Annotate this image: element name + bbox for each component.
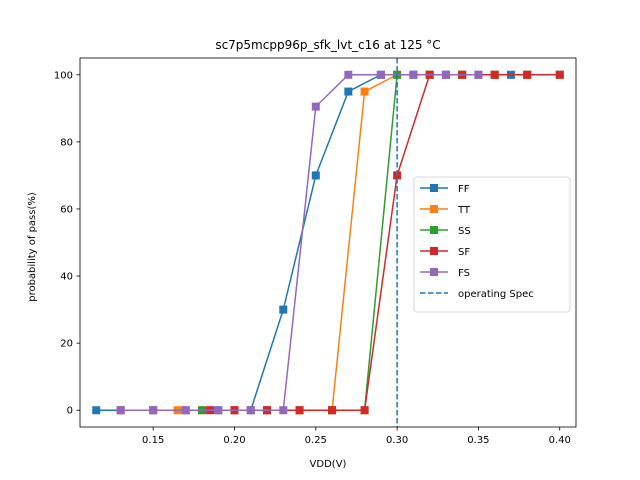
data-point-fs [376, 70, 385, 79]
y-tick-label: 20 [60, 339, 73, 350]
legend-marker-sf [430, 247, 438, 255]
legend-label-sf: SF [458, 247, 470, 258]
data-point-fs [181, 406, 190, 415]
y-tick-label: 0 [67, 406, 73, 417]
data-point-fs [149, 406, 158, 415]
legend-label-tt: TT [457, 205, 471, 216]
data-point-fs [311, 102, 320, 111]
data-point-sf [490, 70, 499, 79]
x-tick-label: 0.15 [142, 435, 164, 446]
data-point-fs [344, 70, 353, 79]
legend-label-ff: FF [458, 184, 470, 195]
data-point-ff [311, 171, 320, 180]
data-point-sf [555, 70, 564, 79]
series-layer [92, 58, 564, 427]
y-tick-label: 80 [60, 137, 73, 148]
data-point-ff [92, 406, 101, 415]
legend-label-fs: FS [458, 268, 470, 279]
data-point-fs [474, 70, 483, 79]
data-point-sf [295, 406, 304, 415]
data-point-fs [246, 406, 255, 415]
data-point-fs [116, 406, 125, 415]
axes-layer: 0.15 0.20 0.25 0.30 0.35 0.40 0 20 40 60 80 100 [54, 57, 577, 446]
x-tick-label: 0.40 [549, 435, 571, 446]
data-point-sf [328, 406, 337, 415]
legend-marker-ff [430, 184, 438, 192]
legend-marker-fs [430, 268, 438, 276]
legend: FF TT SS SF FS operating Spec [413, 176, 571, 313]
legend-marker-ss [430, 226, 438, 234]
data-point-ff [279, 305, 288, 314]
series-line-fs [120, 74, 479, 411]
x-axis-label: VDD(V) [310, 459, 347, 470]
y-tick-label: 40 [60, 272, 73, 283]
chart-title: sc7p5mcpp96p_sfk_lvt_c16 at 125 °C [215, 38, 440, 52]
legend-box [413, 176, 571, 313]
y-axis-label: probability of pass(%) [27, 192, 38, 302]
axes-frame [79, 57, 577, 428]
x-tick-label: 0.35 [467, 435, 489, 446]
data-point-sf [360, 406, 369, 415]
x-tick-label: 0.20 [223, 435, 245, 446]
y-tick-label: 100 [54, 70, 73, 81]
data-point-fs [409, 70, 418, 79]
x-tick-label: 0.25 [305, 435, 327, 446]
y-tick-label: 60 [60, 204, 73, 215]
legend-marker-tt [430, 205, 438, 213]
data-point-fs [214, 406, 223, 415]
data-point-tt [360, 87, 369, 96]
data-point-fs [279, 406, 288, 415]
legend-label-operating-spec: operating Spec [458, 289, 534, 300]
data-point-ff [344, 87, 353, 96]
data-point-sf [523, 70, 532, 79]
legend-label-ss: SS [458, 226, 471, 237]
data-point-fs [441, 70, 450, 79]
x-tick-label: 0.30 [386, 435, 408, 446]
